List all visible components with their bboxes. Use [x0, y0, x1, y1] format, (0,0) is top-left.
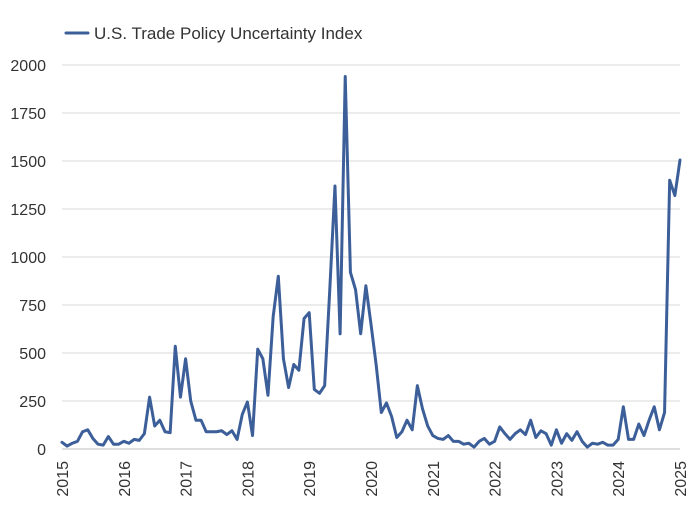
- x-tick-label: 2025: [673, 461, 690, 497]
- x-tick-label: 2022: [488, 461, 505, 497]
- x-tick-label: 2018: [240, 461, 257, 497]
- x-tick-label: 2020: [364, 461, 381, 497]
- x-tick-label: 2023: [549, 461, 566, 497]
- x-tick-label: 2016: [117, 461, 134, 497]
- series-layer: [60, 75, 682, 449]
- y-tick-label: 750: [19, 298, 46, 315]
- y-tick-label: 250: [19, 394, 46, 411]
- x-tick-label: 2021: [426, 461, 443, 497]
- series-line: [60, 75, 682, 449]
- y-tick-label: 1750: [10, 106, 46, 123]
- x-tick-label: 2017: [179, 461, 196, 497]
- x-tick-label: 2015: [55, 461, 72, 497]
- y-axis-ticks: 0 250 500 750 1000 1250 1500 1750 2000: [10, 58, 46, 459]
- x-axis-ticks: 2015 2016 2017 2018 2019 2020 2021 2022 2023 2024…: [55, 461, 690, 497]
- y-tick-label: 2000: [10, 58, 46, 75]
- x-tick-label: 2019: [302, 461, 319, 497]
- y-tick-label: 1500: [10, 154, 46, 171]
- y-tick-label: 500: [19, 346, 46, 363]
- legend: U.S. Trade Policy Uncertainty Index: [64, 24, 363, 43]
- y-tick-label: 1000: [10, 250, 46, 267]
- x-tick-label: 2024: [611, 461, 628, 497]
- gridlines: [62, 64, 680, 450]
- y-tick-label: 1250: [10, 202, 46, 219]
- y-tick-label: 0: [37, 442, 46, 459]
- legend-label: U.S. Trade Policy Uncertainty Index: [94, 24, 363, 43]
